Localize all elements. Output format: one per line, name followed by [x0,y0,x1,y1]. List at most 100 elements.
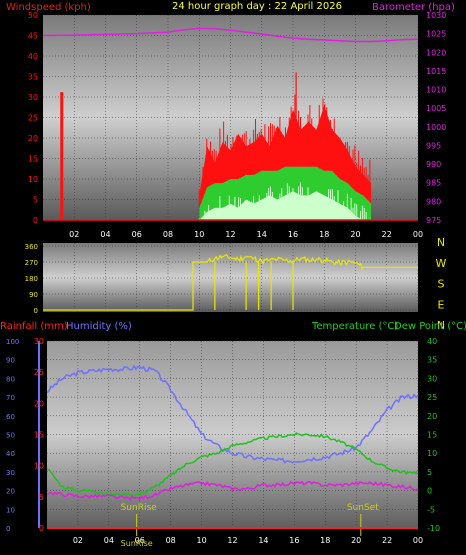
rainfall-tick-label: 15 [34,431,44,440]
barometer-tick-label: 985 [426,179,441,188]
sunrise-x-marker: SunRise [121,539,153,548]
windspeed-tick-label: 15 [28,155,38,164]
humidity-tick-label: 0 [6,525,10,533]
humidity-line [46,364,419,465]
windspeed-tick-label: 35 [28,73,38,82]
barometer-tick-label: 1030 [426,11,446,20]
temperature-tick-label: 20 [427,412,437,421]
humidity-tick-label: 30 [6,469,15,477]
compass-label: E [438,298,445,311]
wind-direction-line [43,253,418,311]
rainfall-tick-label: 20 [34,399,44,408]
windspeed-tick-label: 20 [28,134,38,143]
compass-label: N [437,236,445,249]
windspeed-tick-label: 30 [28,93,38,102]
direction-tick-label: 270 [25,259,38,267]
barometer-tick-label: 1015 [426,67,446,76]
barometer-tick-label: 975 [426,216,441,225]
barometer-tick-label: 1000 [426,123,446,132]
windspeed-axis-label: Windspeed (kph) [6,2,91,13]
x-tick-label: 00 [413,536,423,545]
windspeed-tick-label: 45 [28,32,38,41]
direction-tick-label: 360 [25,243,38,251]
x-tick-label: 12 [227,536,237,545]
humidity-tick-label: 90 [6,357,15,365]
windspeed-tick-label: 5 [33,196,38,205]
x-tick-label: 12 [225,230,235,239]
x-tick-label: 18 [319,230,329,239]
x-tick-label: 16 [289,536,299,545]
temperature-tick-label: 35 [427,356,437,365]
wind-average-band [199,166,372,220]
temperature-tick-label: 25 [427,393,437,402]
compass-label: W [436,257,447,270]
x-tick-label: 02 [69,230,79,239]
rainfall-tick-label: 10 [34,462,44,471]
compass-label: S [438,278,445,291]
sunset-label: SunSet [347,503,379,513]
barometer-axis-label: Barometer (hpa) [372,2,455,13]
humidity-tick-label: 20 [6,488,15,496]
wind-direction-plot-area [43,243,418,312]
windspeed-tick-label: 10 [28,175,38,184]
temperature-tick-label: 5 [427,468,432,477]
graph-title: 24 hour graph day : 22 April 2026 [172,1,342,12]
temperature-tick-label: 10 [427,449,437,458]
direction-tick-label: 90 [29,291,38,299]
rainfall-tick-label: 5 [39,493,44,502]
x-tick-label: 00 [413,230,423,239]
rainfall-tick-label: 0 [39,524,44,533]
x-tick-label: 22 [382,536,392,545]
windspeed-tick-label: 40 [28,52,38,61]
x-tick-label: 18 [320,536,330,545]
barometer-tick-label: 980 [426,197,441,206]
temperature-tick-label: 40 [427,337,437,346]
x-tick-label: 14 [258,536,268,545]
humidity-tick-label: 50 [6,432,15,440]
temperature-tick-label: 0 [427,487,432,496]
x-tick-label: 22 [382,230,392,239]
direction-tick-label: 0 [34,307,38,315]
direction-tick-label: 180 [25,275,38,283]
x-tick-label: 02 [73,536,83,545]
barometer-tick-label: 1005 [426,104,446,113]
x-tick-label: 14 [257,230,267,239]
x-tick-label: 04 [100,230,110,239]
temperature-tick-label: -5 [427,505,435,514]
barometer-tick-label: 990 [426,160,441,169]
x-tick-label: 08 [166,536,176,545]
humidity-tick-label: 40 [6,450,15,458]
humidity-tick-label: 10 [6,506,15,514]
humidity-tick-label: 80 [6,375,15,383]
x-tick-label: 04 [104,536,114,545]
x-tick-label: 20 [351,536,361,545]
temperature-axis-label: Temperature (°C) [311,321,398,332]
x-tick-label: 06 [135,536,145,545]
windspeed-tick-label: 50 [28,11,38,20]
windspeed-tick-label: 25 [28,114,38,123]
rainfall-axis-label: Rainfall (mm) [0,321,68,332]
dewpoint-axis-label: Dew Point (°C) [394,321,466,332]
rainfall-tick-label: 30 [34,337,44,346]
humidity-tick-label: 70 [6,394,15,402]
temperature-tick-label: 15 [427,431,437,440]
barometer-line [42,27,419,43]
compass-label: N [437,319,445,332]
rainfall-tick-label: 25 [34,368,44,377]
x-tick-label: 06 [132,230,142,239]
humidity-tick-label: 60 [6,413,15,421]
barometer-tick-label: 1020 [426,48,446,57]
x-tick-label: 10 [194,230,204,239]
humidity-tick-label: 100 [6,338,19,346]
x-tick-label: 16 [288,230,298,239]
x-tick-label: 10 [196,536,206,545]
barometer-tick-label: 995 [426,141,441,150]
x-tick-label: 20 [350,230,360,239]
x-tick-label: 08 [163,230,173,239]
sunrise-label: SunRise [121,503,158,513]
barometer-tick-label: 1025 [426,30,446,39]
